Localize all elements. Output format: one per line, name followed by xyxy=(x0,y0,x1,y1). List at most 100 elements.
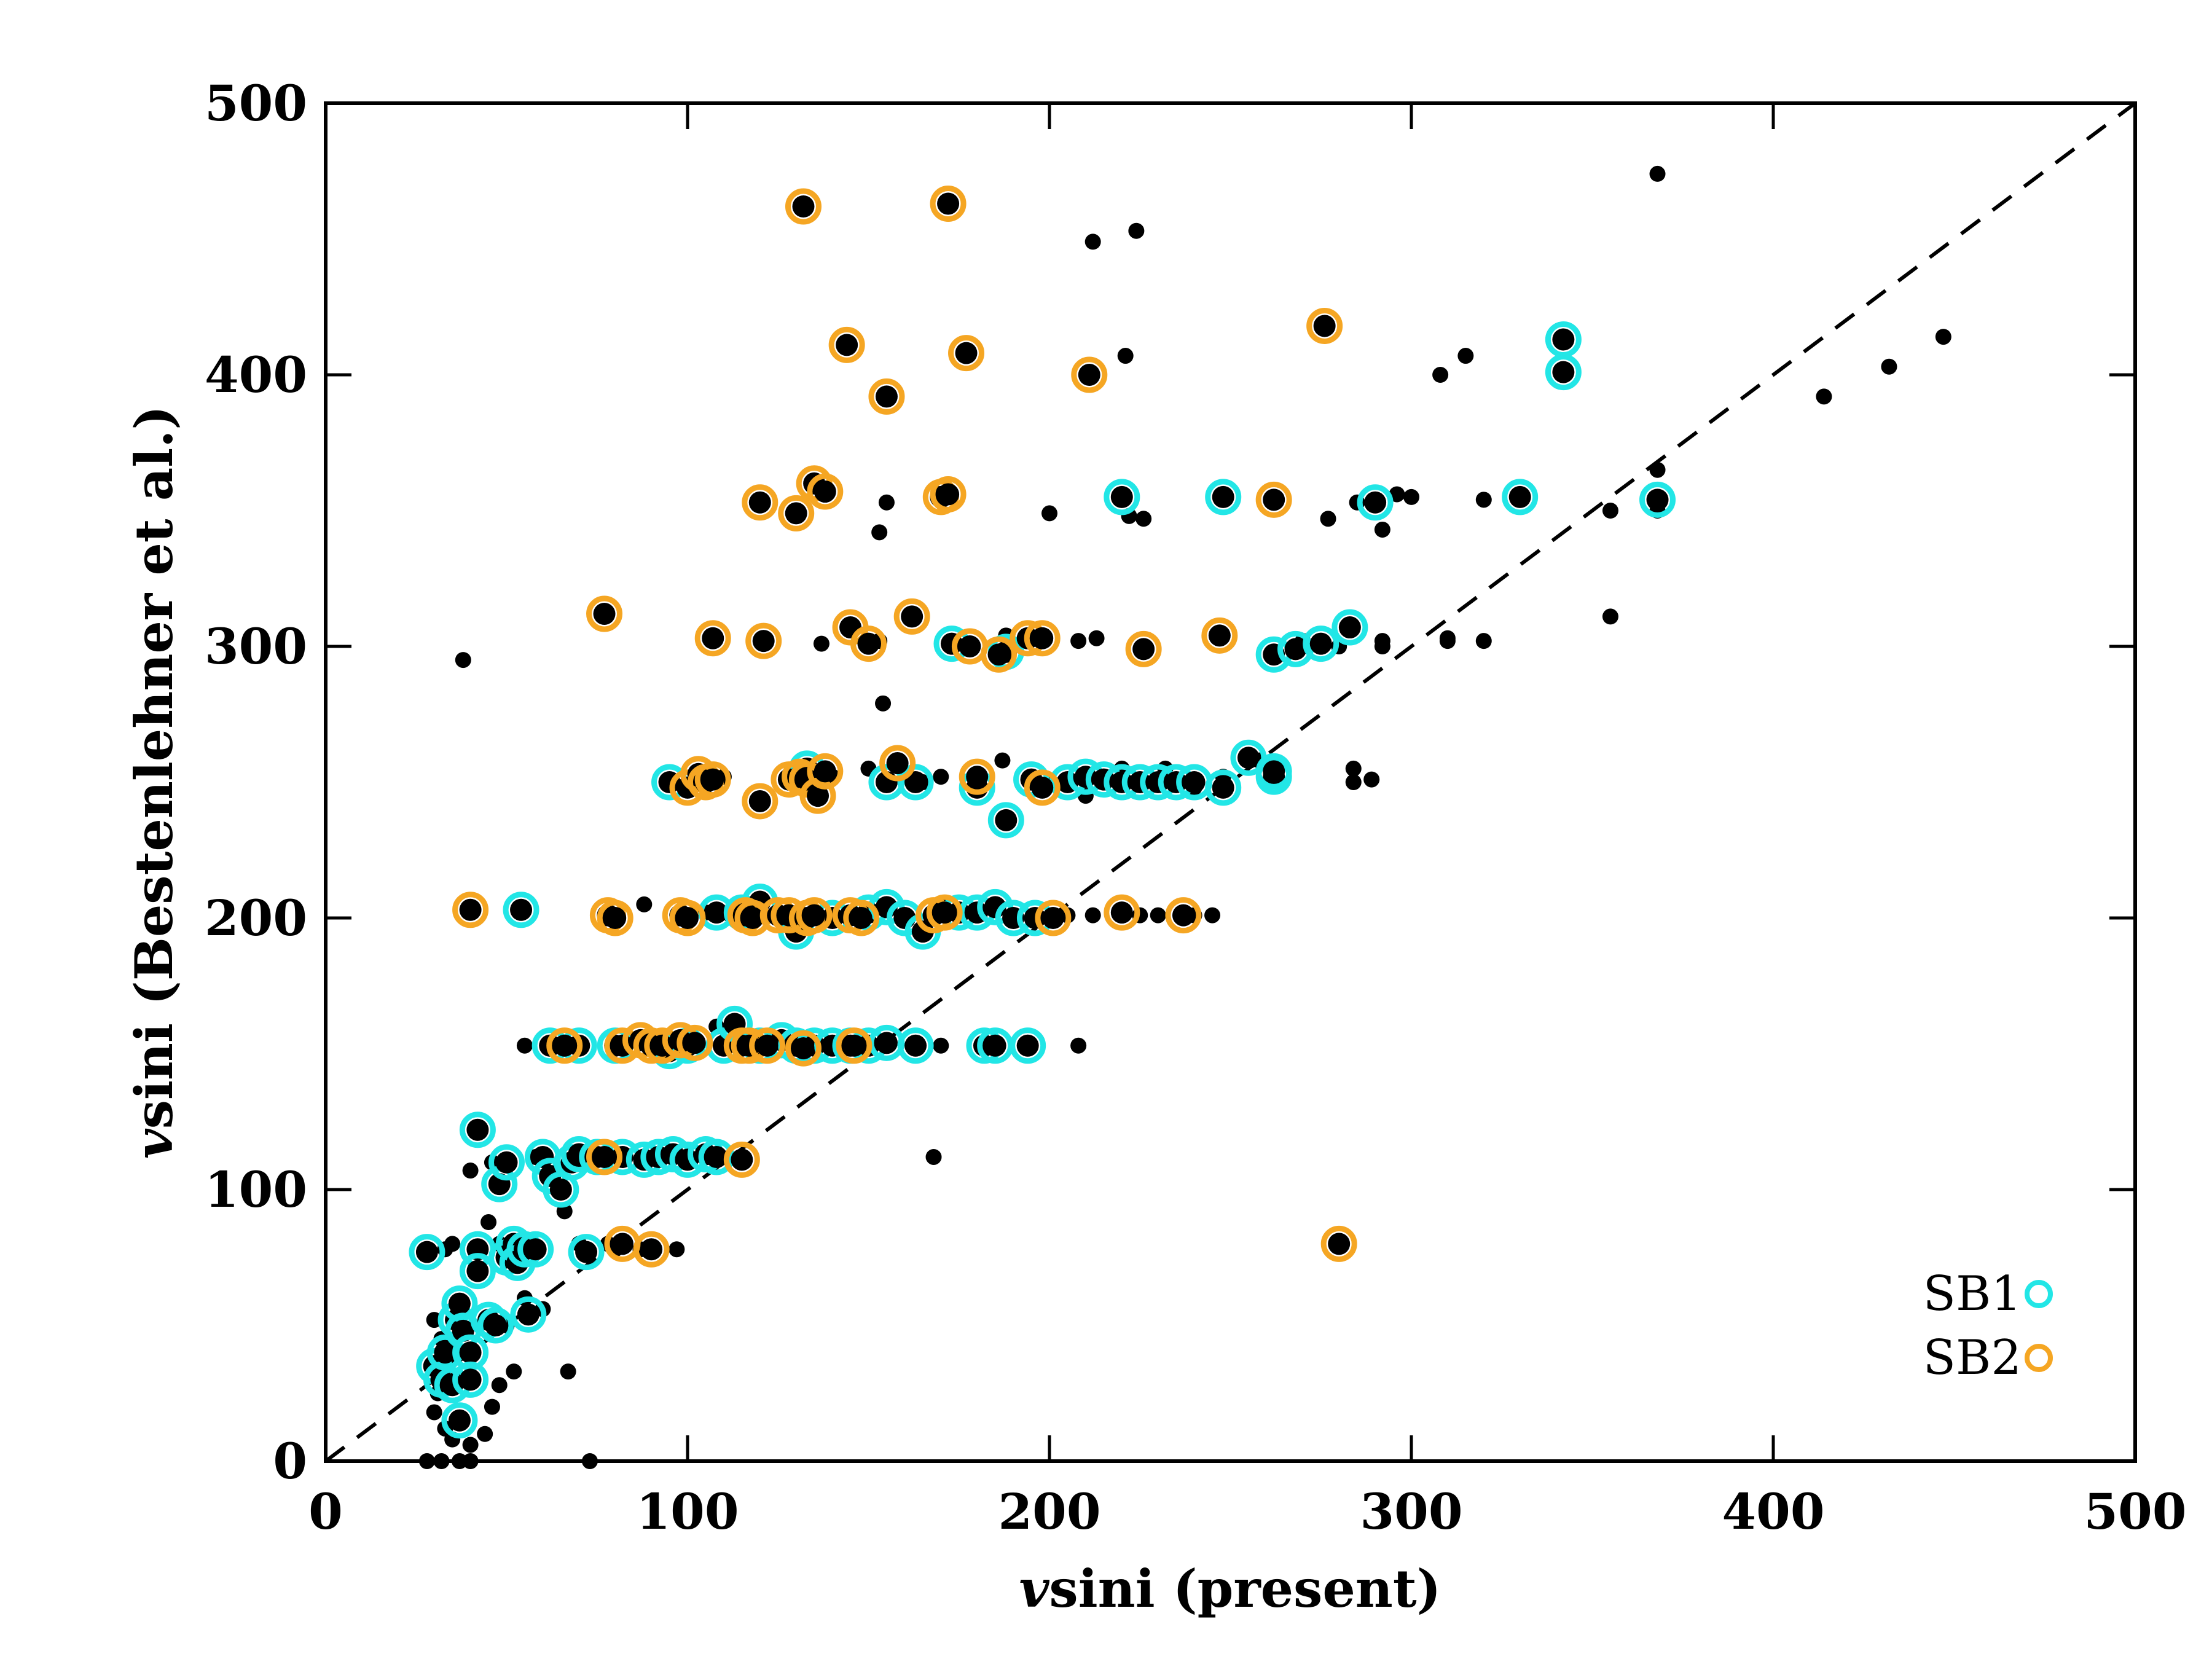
point-sb1 xyxy=(503,892,539,928)
point-sb1-center xyxy=(466,1118,489,1141)
point-all xyxy=(516,1037,533,1054)
point-all xyxy=(581,1453,598,1469)
point-all xyxy=(433,1453,450,1469)
point-sb1 xyxy=(977,888,1014,925)
point-sb2-center xyxy=(1263,488,1285,511)
point-sb1-center xyxy=(904,1034,927,1057)
point-sb1-center xyxy=(1183,771,1206,793)
point-sb2-center xyxy=(836,334,858,356)
point-sb2 xyxy=(1320,1225,1357,1262)
point-all xyxy=(462,1453,479,1469)
x-tick-label: 300 xyxy=(1360,1483,1463,1540)
point-sb2 xyxy=(586,1139,623,1175)
point-sb1 xyxy=(1277,630,1314,667)
point-sb2 xyxy=(546,1027,583,1064)
point-sb1 xyxy=(441,1285,478,1322)
point-sb1-center xyxy=(705,1145,728,1168)
point-sb1 xyxy=(1255,753,1292,790)
point-sb2-center xyxy=(875,385,898,408)
point-sb1 xyxy=(568,1234,605,1271)
point-sb1-center xyxy=(1016,1034,1039,1057)
point-sb1-center xyxy=(575,1241,598,1263)
point-sb2-center xyxy=(593,1145,616,1168)
point-sb1 xyxy=(477,1307,514,1344)
point-sb2 xyxy=(1125,630,1162,667)
point-sb1-center xyxy=(448,1292,471,1315)
point-sb1-center xyxy=(1552,328,1575,351)
point-sb1-center xyxy=(459,1341,482,1364)
point-all xyxy=(1816,388,1832,405)
x-tick-label: 100 xyxy=(637,1483,739,1540)
point-sb2-center xyxy=(611,1233,633,1255)
point-sb2-center xyxy=(748,790,771,812)
point-sb2 xyxy=(742,484,779,521)
point-all xyxy=(1935,329,1951,345)
point-sb2-center xyxy=(807,785,830,807)
y-axis-title-text: sini (Bestenlehner et al.) xyxy=(124,406,184,1129)
y-axis-ticks: 0 100 200 300 400 500 xyxy=(205,74,2135,1490)
point-all xyxy=(1374,521,1390,538)
point-sb2 xyxy=(868,378,905,415)
point-sb2 xyxy=(1201,617,1238,654)
point-sb2-center xyxy=(1110,901,1133,924)
point-all xyxy=(1457,348,1474,364)
point-sb2 xyxy=(633,1231,670,1268)
point-sb2-center xyxy=(756,1034,779,1057)
point-sb2 xyxy=(1255,481,1292,518)
point-all xyxy=(480,1214,497,1231)
point-sb2-center xyxy=(459,898,482,921)
point-all xyxy=(1439,633,1456,649)
data-points xyxy=(409,165,1951,1469)
point-sb2 xyxy=(796,897,833,934)
point-all xyxy=(1070,633,1087,649)
point-all xyxy=(1345,760,1362,777)
point-all xyxy=(506,1363,522,1380)
point-sb2 xyxy=(452,892,489,928)
y-tick-label: 500 xyxy=(205,74,307,132)
point-sb1-center xyxy=(705,901,728,924)
point-sb2 xyxy=(807,473,844,510)
point-sb1 xyxy=(1502,479,1539,516)
point-sb1-center xyxy=(911,920,934,943)
point-sb1-center xyxy=(415,1241,438,1263)
point-sb1-center xyxy=(1508,485,1531,508)
point-sb2 xyxy=(694,761,731,798)
plot-area xyxy=(324,101,2137,1463)
point-sb2-center xyxy=(966,766,989,788)
point-sb2 xyxy=(723,1141,760,1178)
x-axis-title-text: sini (present) xyxy=(1049,1558,1441,1619)
point-all xyxy=(1432,367,1449,383)
point-sb1 xyxy=(1639,481,1676,518)
point-sb1 xyxy=(1332,609,1368,646)
point-sb1-center xyxy=(466,1260,489,1282)
point-sb2-center xyxy=(702,627,724,649)
point-all xyxy=(1084,907,1101,924)
x-tick-label: 400 xyxy=(1722,1483,1825,1540)
point-sb2 xyxy=(745,622,782,659)
point-all xyxy=(462,1163,479,1179)
point-sb2 xyxy=(879,745,916,782)
point-sb1-center xyxy=(1338,616,1361,639)
point-sb2 xyxy=(981,636,1018,673)
point-sb1 xyxy=(987,802,1024,839)
point-sb2 xyxy=(843,900,880,936)
point-sb2-center xyxy=(1328,1233,1351,1255)
point-all xyxy=(462,1437,479,1453)
point-all xyxy=(1649,461,1666,478)
point-sb2 xyxy=(778,495,815,531)
point-sb2 xyxy=(959,758,995,795)
point-sb2-center xyxy=(850,907,873,929)
point-sb2-center xyxy=(752,630,775,653)
point-all xyxy=(1881,358,1897,375)
point-sb2 xyxy=(926,894,963,931)
point-all xyxy=(477,1426,493,1442)
point-all xyxy=(1320,511,1336,527)
point-all xyxy=(1084,233,1101,250)
point-sb2-center xyxy=(987,643,1010,666)
point-all xyxy=(875,695,892,712)
point-sb1-center xyxy=(484,1314,507,1336)
point-sb1 xyxy=(897,764,934,801)
point-sb2 xyxy=(597,900,633,936)
point-all xyxy=(878,494,895,511)
point-sb2 xyxy=(749,1027,786,1064)
